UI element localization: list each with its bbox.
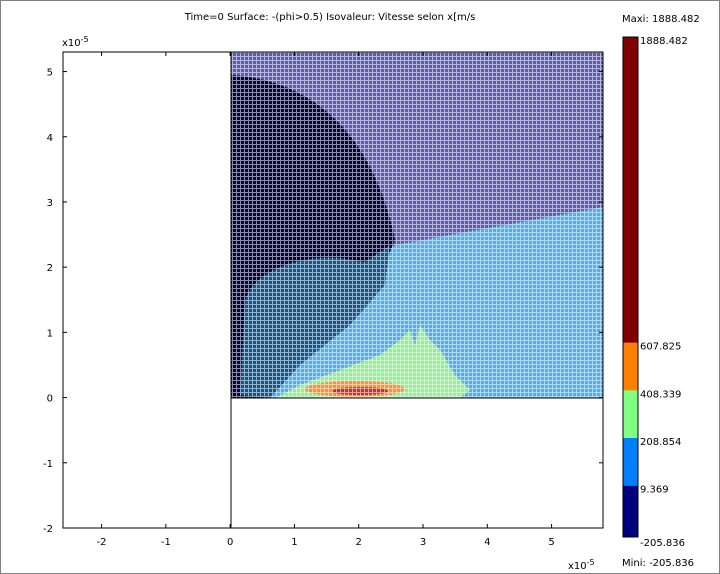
- x-tick-label: -1: [161, 537, 171, 548]
- colorbar-min: Mini: -205.836: [622, 558, 694, 569]
- y-tick-label: 4: [47, 133, 53, 144]
- chart-title: Time=0 Surface: -(phi>0.5) Isovaleur: Vi…: [184, 12, 476, 23]
- colorbar-segment: [623, 485, 638, 537]
- colorbar-frame: [622, 36, 639, 538]
- x-tick-label: 2: [356, 537, 362, 548]
- colorbar-max: Maxi: 1888.482: [622, 14, 700, 25]
- multiplier-base: x10: [62, 38, 81, 49]
- x-tick-label: 3: [420, 537, 426, 548]
- y-tick-label: -1: [43, 459, 53, 470]
- y-tick-label: 2: [47, 263, 53, 274]
- plot-frame: [62, 51, 604, 529]
- colorbar-segment: [623, 37, 638, 343]
- colorbar-segment: [623, 437, 638, 486]
- colorbar-label: 1888.482: [640, 36, 688, 47]
- multiplier-exponent: -5: [81, 35, 89, 44]
- multiplier-base: x10: [568, 561, 587, 572]
- x-tick-label: 5: [548, 537, 554, 548]
- colorbar-segment: [623, 342, 638, 391]
- y-tick-label: 1: [47, 328, 53, 339]
- x-tick-label: -2: [97, 537, 107, 548]
- mesh: [231, 52, 603, 398]
- y-tick-label: -2: [43, 524, 53, 535]
- x-tick-label: 1: [291, 537, 297, 548]
- y-tick-label: 0: [47, 394, 53, 405]
- y-tick-label: 3: [47, 198, 53, 209]
- x-tick-label: 0: [227, 537, 233, 548]
- colorbar-label: 607.825: [640, 342, 681, 353]
- colorbar-label: 408.339: [640, 389, 681, 400]
- colorbar-segment: [623, 390, 638, 438]
- y-multiplier: x10-5: [62, 35, 89, 49]
- y-tick-label: 5: [47, 68, 53, 79]
- multiplier-exponent: -5: [587, 558, 595, 567]
- colorbar-label: 9.369: [640, 485, 669, 496]
- x-tick-label: 4: [484, 537, 490, 548]
- colorbar-label: 208.854: [640, 437, 681, 448]
- x-multiplier: x10-5: [568, 558, 595, 572]
- colorbar-label: -205.836: [640, 538, 685, 549]
- surface-field: [231, 52, 603, 398]
